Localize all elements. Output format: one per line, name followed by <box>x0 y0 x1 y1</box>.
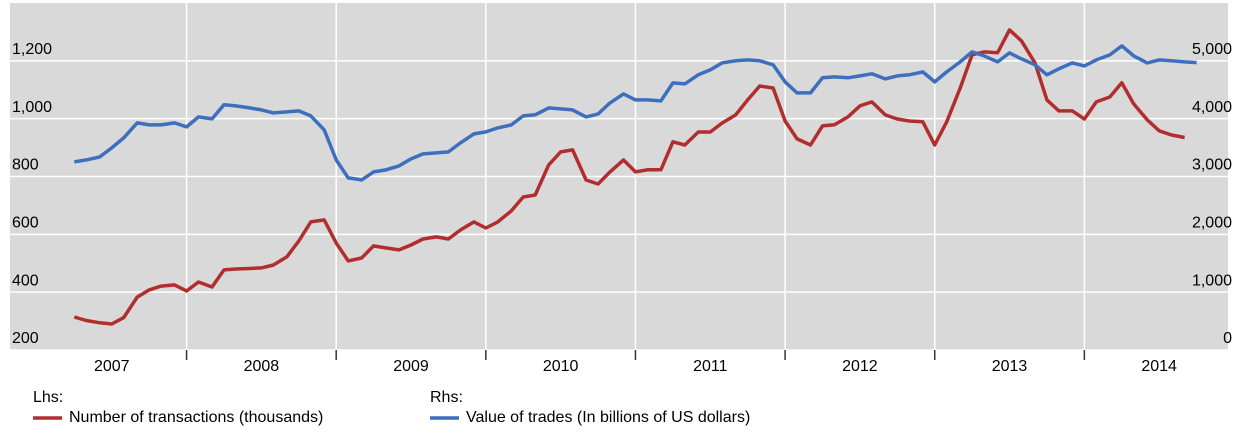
x-tick-label: 2009 <box>393 358 429 375</box>
y-tick-label: 200 <box>12 330 39 347</box>
right-axis-label: Rhs: <box>430 389 463 406</box>
y2-tick-label: 0 <box>1223 330 1232 347</box>
y-tick-label: 400 <box>12 272 39 289</box>
x-tick-label: 2010 <box>543 358 579 375</box>
y-tick-label: 800 <box>12 157 39 174</box>
x-tick-label: 2011 <box>693 358 728 375</box>
legend-label: Value of trades (In billions of US dolla… <box>466 409 750 426</box>
y-tick-label: 1,200 <box>12 41 52 58</box>
y2-tick-label: 4,000 <box>1192 99 1232 116</box>
legend-label: Number of transactions (thousands) <box>69 409 323 426</box>
series-line <box>74 44 1197 182</box>
x-tick-label: 2013 <box>992 358 1028 375</box>
x-tick-label: 2014 <box>1141 358 1177 375</box>
left-axis-label: Lhs: <box>33 389 63 406</box>
x-tick-label: 2008 <box>244 358 280 375</box>
y2-tick-label: 5,000 <box>1192 41 1232 58</box>
x-tick-label: 2007 <box>94 358 130 375</box>
y2-tick-label: 3,000 <box>1192 157 1232 174</box>
y2-tick-label: 2,000 <box>1192 215 1232 232</box>
y-tick-label: 600 <box>12 215 39 232</box>
y-tick-label: 1,000 <box>12 99 52 116</box>
y2-tick-label: 1,000 <box>1192 272 1232 289</box>
x-tick-label: 2012 <box>842 358 878 375</box>
series-line <box>73 28 1185 326</box>
